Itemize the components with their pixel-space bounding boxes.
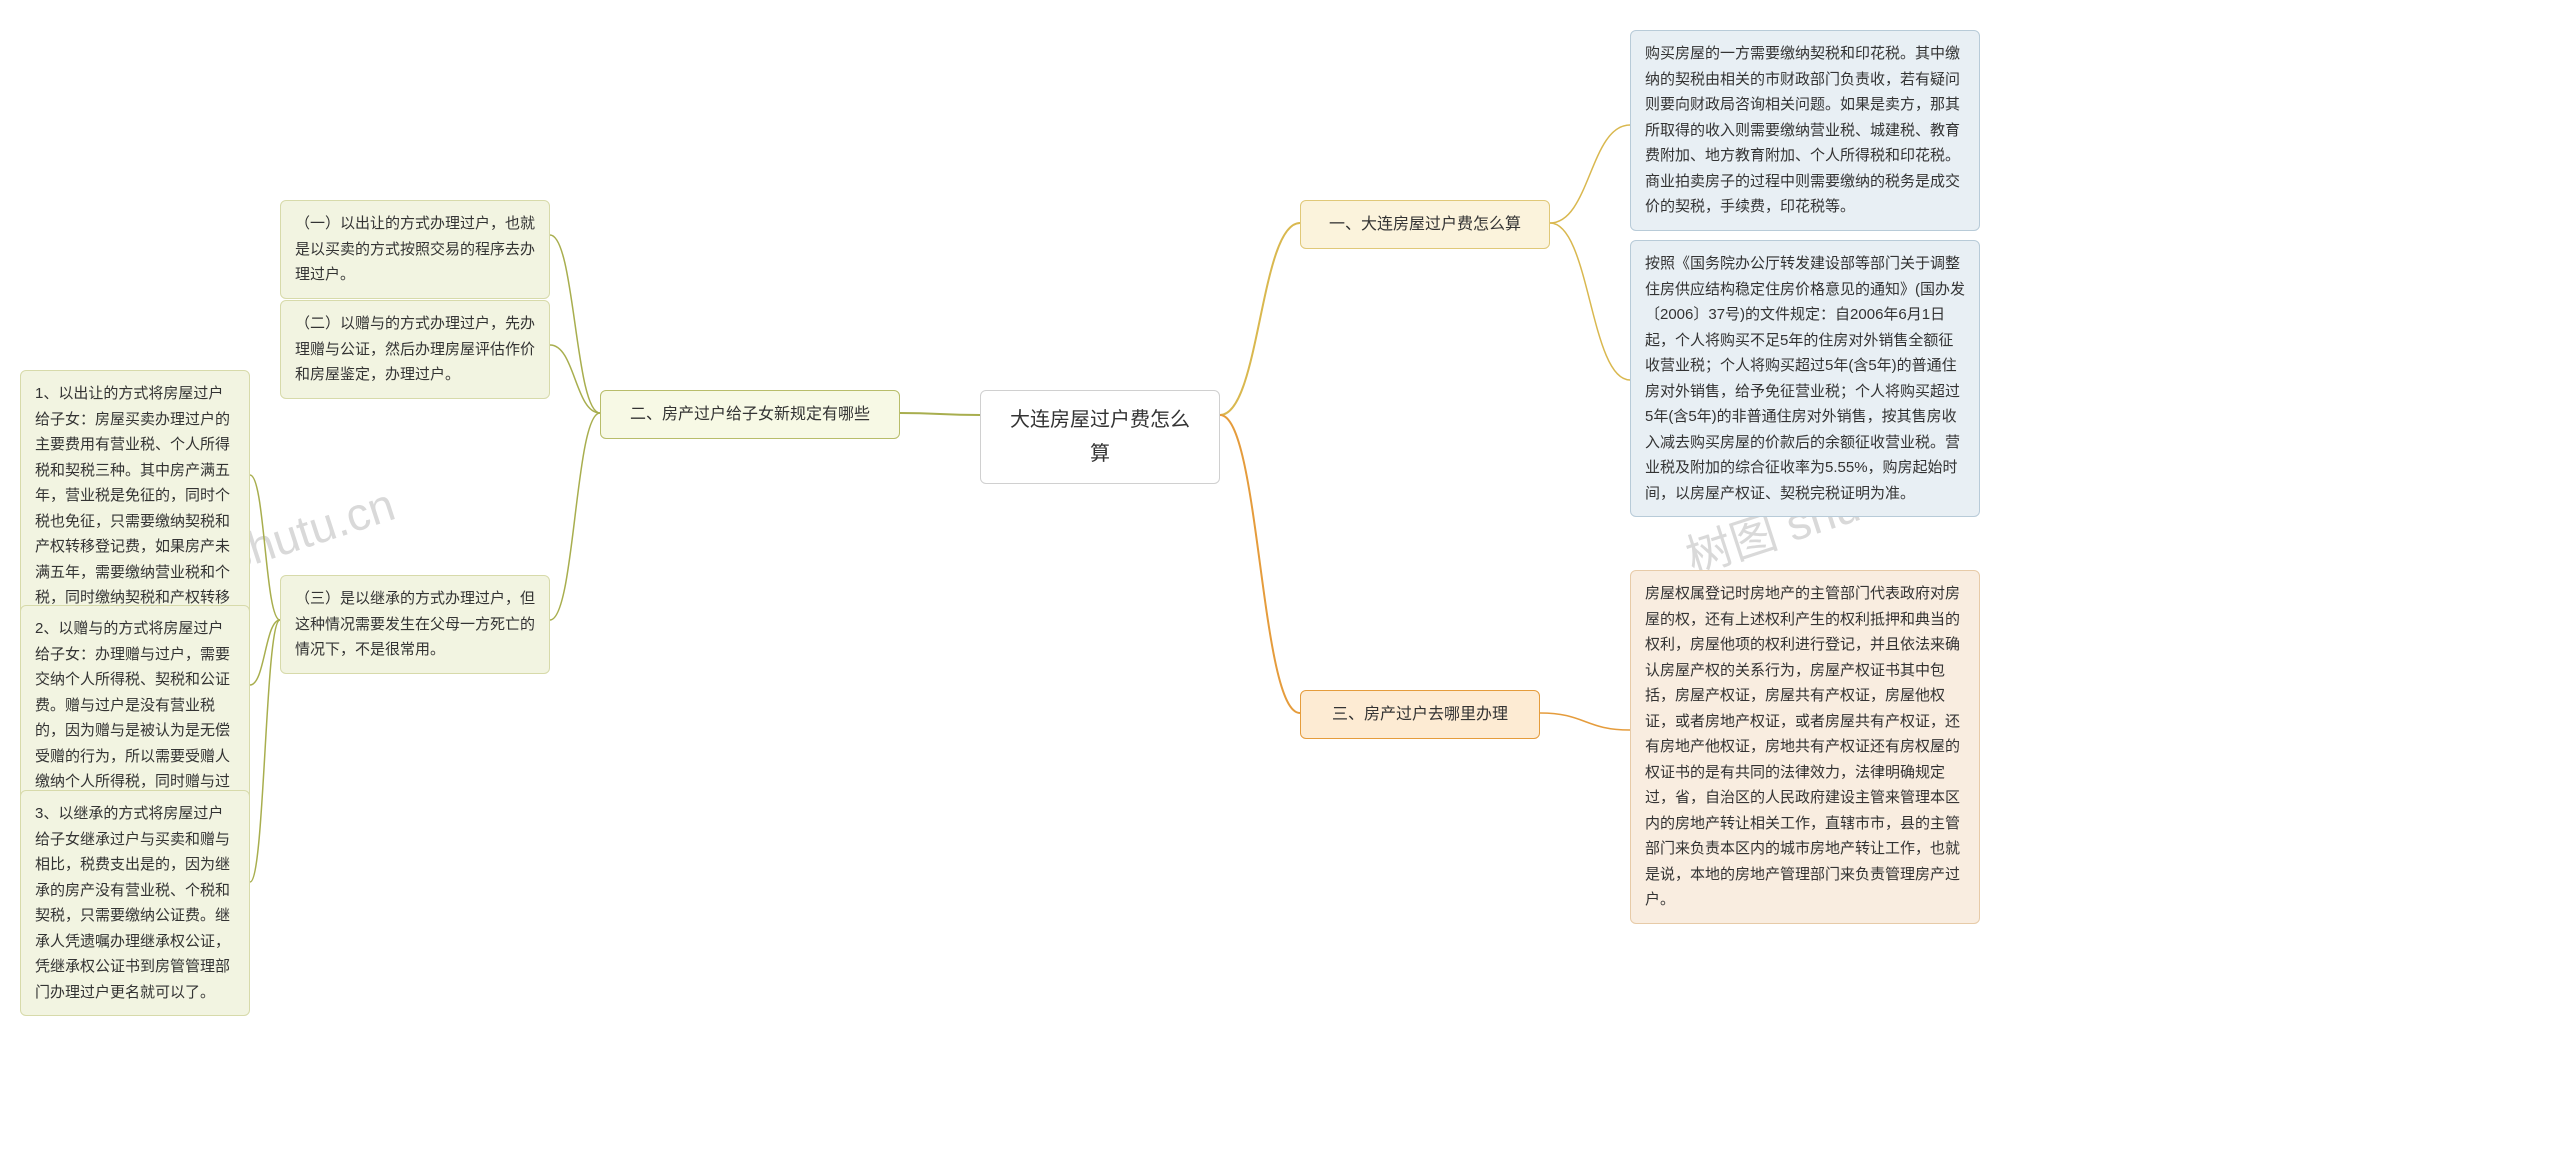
branch-1: 一、大连房屋过户费怎么算 [1300,200,1550,249]
branch-2-sub-1: （二）以赠与的方式办理过户，先办理赠与公证，然后办理房屋评估作价和房屋鉴定，办理… [280,300,550,399]
branch-2-sub-2: （三）是以继承的方式办理过户，但这种情况需要发生在父母一方死亡的情况下，不是很常… [280,575,550,674]
branch-2: 二、房产过户给子女新规定有哪些 [600,390,900,439]
branch-1-leaf-1: 按照《国务院办公厅转发建设部等部门关于调整住房供应结构稳定住房价格意见的通知》(… [1630,240,1980,517]
root-node: 大连房屋过户费怎么算 [980,390,1220,484]
branch-2-sub-0: （一）以出让的方式办理过户，也就是以买卖的方式按照交易的程序去办理过户。 [280,200,550,299]
branch-3-leaf-0: 房屋权属登记时房地产的主管部门代表政府对房屋的权，还有上述权利产生的权利抵押和典… [1630,570,1980,924]
branch-2-sub-2-g2: 3、以继承的方式将房屋过户给子女继承过户与买卖和赠与相比，税费支出是的，因为继承… [20,790,250,1016]
branch-1-leaf-0: 购买房屋的一方需要缴纳契税和印花税。其中缴纳的契税由相关的市财政部门负责收，若有… [1630,30,1980,231]
branch-3: 三、房产过户去哪里办理 [1300,690,1540,739]
